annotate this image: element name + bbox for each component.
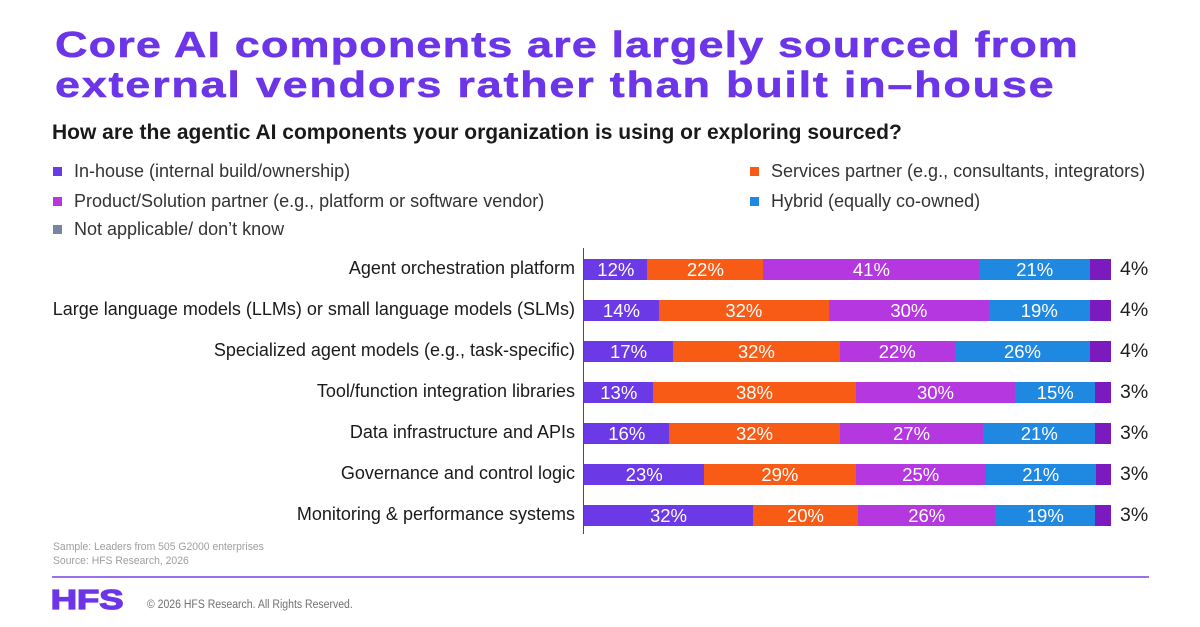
svg-text:HFS: HFS bbox=[52, 589, 123, 610]
